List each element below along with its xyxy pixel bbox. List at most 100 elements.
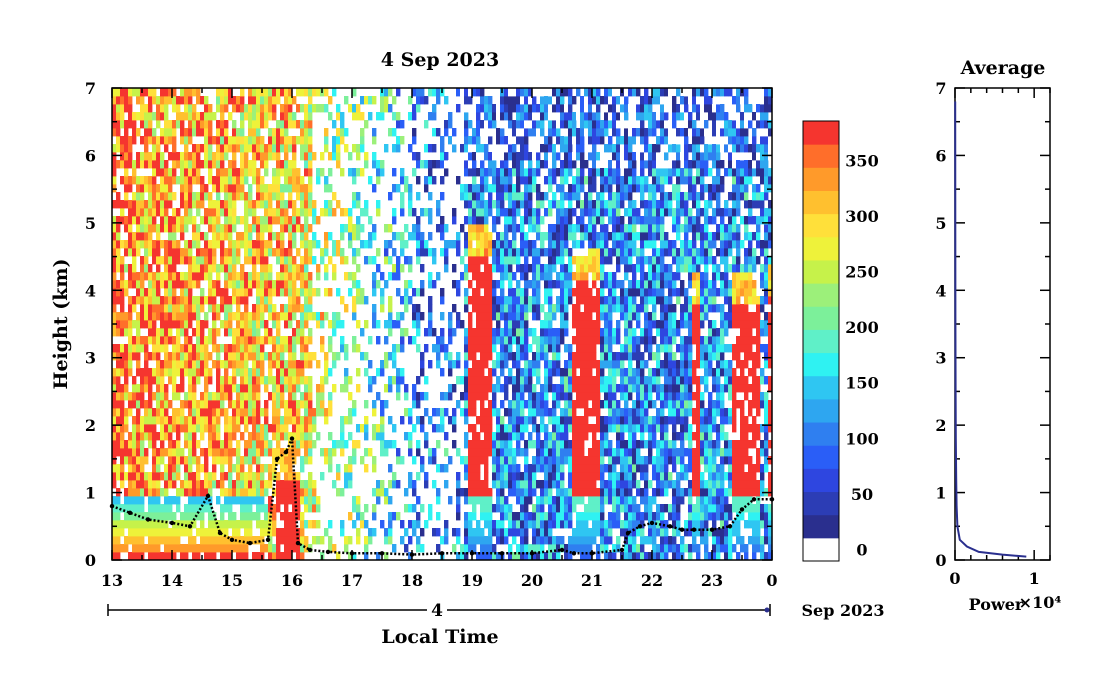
heatmap-cell <box>216 392 221 401</box>
heatmap-cell <box>544 264 549 273</box>
heatmap-cell <box>112 504 117 513</box>
heatmap-cell <box>584 528 589 537</box>
heatmap-cell <box>472 232 477 241</box>
heatmap-cell <box>268 360 273 369</box>
heatmap-cell <box>500 240 505 249</box>
heatmap-cell <box>120 264 125 273</box>
heatmap-cell <box>120 360 125 369</box>
heatmap-cell <box>324 408 329 417</box>
heatmap-cell <box>392 272 397 281</box>
heatmap-cell <box>440 392 445 401</box>
heatmap-cell <box>144 264 149 273</box>
heatmap-cell <box>500 264 505 273</box>
heatmap-cell <box>284 168 289 177</box>
heatmap-cell <box>504 448 509 457</box>
heatmap-cell <box>408 200 413 209</box>
heatmap-cell <box>296 336 301 345</box>
heatmap-cell <box>504 352 509 361</box>
heatmap-cell <box>532 296 537 305</box>
heatmap-cell <box>552 144 557 153</box>
heatmap-cell <box>212 520 217 529</box>
heatmap-cell <box>192 448 197 457</box>
heatmap-cell <box>144 456 149 465</box>
heatmap-cell <box>592 200 597 209</box>
heatmap-cell <box>496 536 501 545</box>
heatmap-cell <box>224 488 229 497</box>
heatmap-cell <box>548 440 553 449</box>
heatmap-cell <box>216 384 221 393</box>
heatmap-cell <box>224 432 229 441</box>
heatmap-cell <box>148 264 153 273</box>
heatmap-cell <box>248 352 253 361</box>
heatmap-cell <box>136 232 141 241</box>
heatmap-cell <box>176 256 181 265</box>
heatmap-cell <box>256 272 261 281</box>
heatmap-cell <box>576 496 581 505</box>
heatmap-cell <box>276 136 281 145</box>
heatmap-cell <box>208 288 213 297</box>
heatmap-cell <box>520 112 525 121</box>
heatmap-cell <box>200 128 205 137</box>
heatmap-cell <box>476 320 481 329</box>
heatmap-cell <box>564 384 569 393</box>
heatmap-cell <box>476 272 481 281</box>
heatmap-cell <box>576 192 581 201</box>
heatmap-cell <box>560 136 565 145</box>
heatmap-cell <box>112 160 117 169</box>
heatmap-cell <box>560 504 565 513</box>
heatmap-cell <box>200 360 205 369</box>
heatmap-cell <box>584 488 589 497</box>
heatmap-cell <box>196 440 201 449</box>
heatmap-cell <box>480 496 485 505</box>
heatmap-cell <box>124 544 129 553</box>
heatmap-cell <box>180 360 185 369</box>
heatmap-cell <box>420 280 425 289</box>
heatmap-cell <box>148 392 153 401</box>
heatmap-cell <box>412 384 417 393</box>
heatmap-cell <box>564 456 569 465</box>
heatmap-cell <box>416 496 421 505</box>
heatmap-cell <box>172 264 177 273</box>
heatmap-cell <box>596 376 601 385</box>
heatmap-cell <box>592 480 597 489</box>
heatmap-cell <box>308 440 313 449</box>
heatmap-cell <box>124 512 129 521</box>
heatmap-cell <box>520 416 525 425</box>
heatmap-cell <box>164 192 169 201</box>
heatmap-cell <box>524 488 529 497</box>
heatmap-cell <box>296 224 301 233</box>
heatmap-cell <box>116 320 121 329</box>
heatmap-cell <box>376 552 381 561</box>
heatmap-cell <box>392 264 397 273</box>
heatmap-cell <box>564 160 569 169</box>
heatmap-cell <box>308 472 313 481</box>
heatmap-cell <box>152 552 157 561</box>
heatmap-cell <box>304 88 309 97</box>
heatmap-cell <box>476 432 481 441</box>
heatmap-cell <box>316 288 321 297</box>
heatmap-cell <box>124 224 129 233</box>
heatmap-cell <box>112 240 117 249</box>
heatmap-cell <box>508 512 513 521</box>
heatmap-cell <box>292 448 297 457</box>
heatmap-cell <box>308 416 313 425</box>
heatmap-cell <box>228 504 233 513</box>
heatmap-cell <box>328 536 333 545</box>
heatmap-cell <box>484 504 489 513</box>
heatmap-cell <box>588 352 593 361</box>
heatmap-cell <box>228 544 233 553</box>
heatmap-cell <box>152 472 157 481</box>
heatmap-cell <box>148 536 153 545</box>
heatmap-cell <box>556 136 561 145</box>
heatmap-cell <box>256 136 261 145</box>
heatmap-cell <box>472 192 477 201</box>
heatmap-cell <box>112 280 117 289</box>
heatmap-cell <box>196 144 201 153</box>
heatmap-cell <box>376 208 381 217</box>
heatmap-cell <box>564 192 569 201</box>
heatmap-cell <box>124 424 129 433</box>
heatmap-cell <box>180 544 185 553</box>
heatmap-cell <box>240 360 245 369</box>
heatmap-cell <box>476 248 481 257</box>
heatmap-cell <box>580 136 585 145</box>
